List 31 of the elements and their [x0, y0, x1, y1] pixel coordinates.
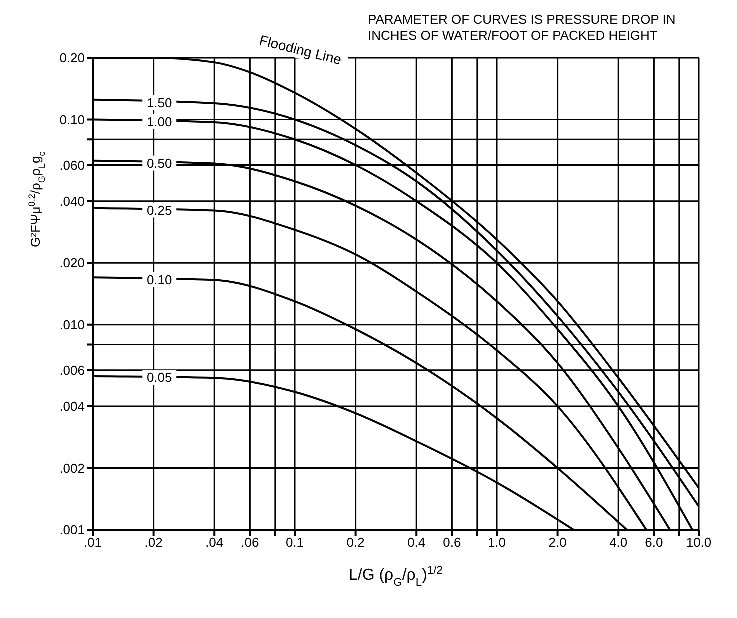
x-tick-label: 2.0 — [548, 535, 567, 550]
y-tick-label: .002 — [60, 460, 85, 476]
x-tick-label: 0.6 — [443, 535, 462, 550]
x-tick-label: 0.4 — [408, 535, 426, 550]
y-tick-label: .040 — [60, 194, 85, 209]
text: PARAMETER OF CURVES IS PRESSURE DROP IN INCHES OF WATER/FOOT OF PACKED HEIGHT — [368, 12, 677, 44]
y-tick-label: 0.10 — [60, 112, 85, 128]
y-tick-label: 0.20 — [60, 50, 85, 66]
y-tick-label: .004 — [60, 399, 85, 414]
series-label: 1.50 — [146, 96, 172, 111]
x-tick-label: 10.0 — [686, 535, 712, 550]
series-label: 0.05 — [146, 370, 172, 386]
y-tick-label: .020 — [60, 256, 85, 271]
series-label: 0.10 — [146, 272, 172, 288]
series-label: 0.25 — [146, 202, 172, 218]
x-tick-label: 6.0 — [645, 535, 664, 550]
x-tick-label: .02 — [144, 535, 163, 550]
x-tick-label: .04 — [206, 535, 224, 550]
y-tick-label: .006 — [60, 362, 85, 378]
x-axis-title: L/G (ρ$_{G}$/ρ$_{L}$)$^{1/2}$ — [348, 565, 444, 589]
x-tick-label: .01 — [84, 535, 102, 550]
y-tick-label: .060 — [60, 158, 85, 173]
series-label: 0.50 — [146, 156, 172, 171]
y-tick-label: .001 — [60, 522, 85, 538]
x-tick-label: 0.2 — [346, 535, 365, 550]
y-tick-label: .010 — [60, 317, 85, 332]
x-tick-label: 1.0 — [488, 535, 506, 550]
x-tick-label: .06 — [241, 535, 260, 550]
x-tick-label: 0.1 — [286, 535, 304, 550]
series-label: 1.00 — [146, 114, 172, 130]
x-tick-label: 4.0 — [610, 535, 628, 550]
